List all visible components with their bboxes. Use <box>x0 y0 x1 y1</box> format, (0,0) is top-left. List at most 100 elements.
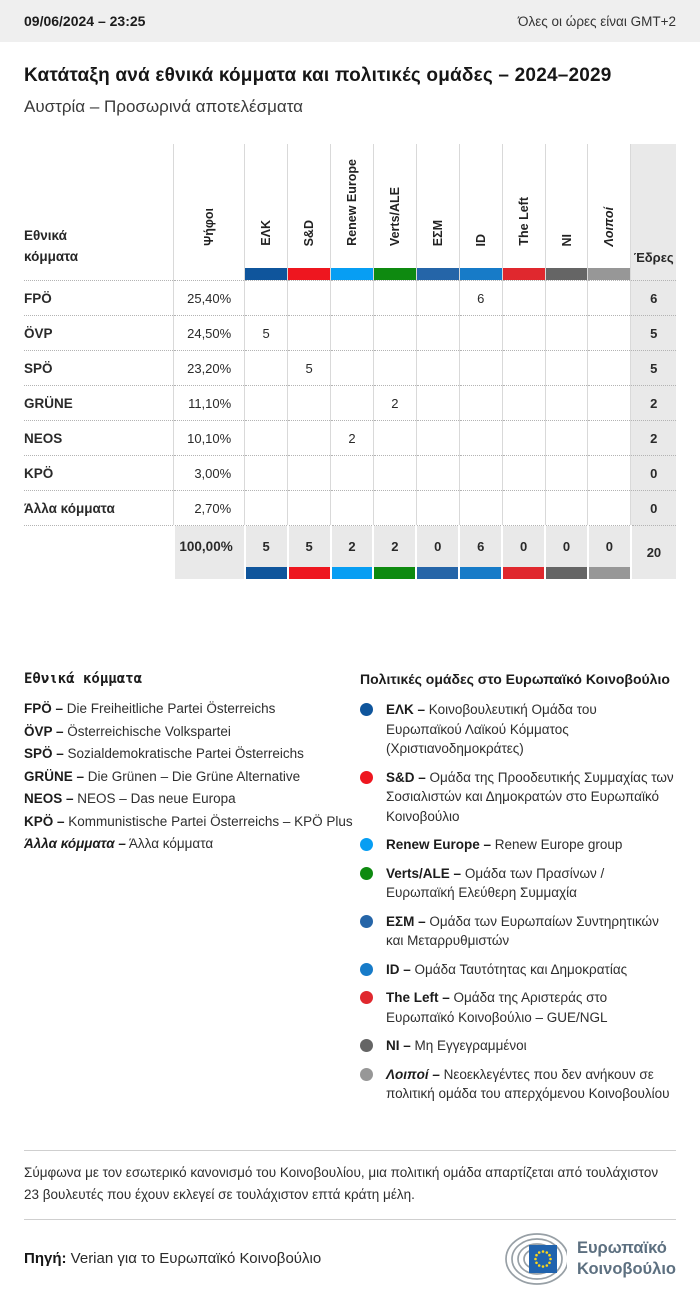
seats-column-header: Έδρες <box>630 144 676 281</box>
group-seats-cell <box>415 385 460 421</box>
row-header-national-parties: Εθνικά κόμματα <box>24 144 174 281</box>
group-color-bar <box>245 567 287 579</box>
total-seats-cell: 0 <box>630 455 676 491</box>
total-seats-cell: 2 <box>630 385 676 421</box>
group-column-header-renew: Renew Europe <box>330 144 374 281</box>
group-seats-cell <box>287 385 331 421</box>
group-seats-cell <box>587 280 631 316</box>
legend-item: GRÜNE – Die Grünen – Die Grüne Alternati… <box>24 768 301 784</box>
group-seats-cell: 5 <box>287 350 331 386</box>
group-column-header-sd: S&D <box>287 144 331 281</box>
group-seats-cell <box>587 350 631 386</box>
group-column-header-epp: ΕΛΚ <box>244 144 288 281</box>
table-row: SPÖ 23,20% 5 5 <box>24 350 676 386</box>
total-group-cell: 0 <box>501 525 546 579</box>
group-seats-cell: 2 <box>372 385 417 421</box>
topbar-datetime: 09/06/2024 – 23:25 <box>24 13 146 29</box>
group-color-bar <box>503 567 545 579</box>
votes-cell: 2,70% <box>173 490 245 526</box>
total-seats-cell: 5 <box>630 315 676 351</box>
group-color-dot <box>360 703 373 716</box>
group-seats-cell <box>287 315 331 351</box>
total-group-cell: 5 <box>243 525 288 579</box>
legend-item: ΕΛΚ – Κοινοβουλευτική Ομάδα του Ευρωπαϊκ… <box>360 700 676 759</box>
group-seats-cell <box>544 350 588 386</box>
total-seats-cell: 2 <box>630 420 676 456</box>
results-table: Εθνικά κόμματα Ψήφοι ΕΛΚ S&D Renew Europ… <box>24 144 676 579</box>
group-seats-cell <box>544 385 588 421</box>
row-header-line2: κόμματα <box>24 249 79 264</box>
group-seats-cell <box>330 280 374 316</box>
group-seats-cell <box>458 455 503 491</box>
table-total-row: 100,00% 5 5 2 2 0 6 <box>24 525 676 580</box>
group-color-bar <box>460 567 502 579</box>
table-row: GRÜNE 11,10% 2 2 <box>24 385 676 421</box>
topbar: 09/06/2024 – 23:25 Όλες οι ώρες είναι GM… <box>0 0 700 42</box>
party-name-cell: GRÜNE <box>24 395 73 411</box>
group-color-dot <box>360 991 373 1004</box>
source-label: Πηγή: <box>24 1250 67 1267</box>
source-row: Πηγή: Verian για το Ευρωπαϊκό Κοινοβούλι… <box>24 1230 676 1302</box>
group-seats-cell: 6 <box>458 280 503 316</box>
legend-item: SPÖ – Sozialdemokratische Partei Österre… <box>24 746 304 761</box>
table-row: KPÖ 3,00% 0 <box>24 455 676 491</box>
grand-total-seats-cell: 20 <box>629 525 676 579</box>
party-name-cell: NEOS <box>24 430 63 446</box>
group-color-bar <box>459 268 502 280</box>
group-seats-cell <box>544 490 588 526</box>
group-column-header-ecr: ΕΣΜ <box>415 144 460 281</box>
group-seats-cell <box>330 315 374 351</box>
legend-item: ÖVP – Österreichische Volkspartei <box>24 723 231 739</box>
group-color-bar <box>374 567 416 579</box>
group-color-bar <box>331 567 373 579</box>
legends-section: Εθνικά κόμματα FPÖ – Die Freiheitliche P… <box>24 671 676 1113</box>
group-seats-cell <box>587 385 631 421</box>
group-color-bar <box>331 268 373 280</box>
group-color-bar <box>545 268 588 280</box>
group-seats-cell <box>458 385 503 421</box>
group-seats-cell <box>587 455 631 491</box>
main-content: Κατάταξη ανά εθνικά κόμματα και πολιτικέ… <box>0 65 700 1302</box>
table-row: NEOS 10,10% 2 2 <box>24 420 676 456</box>
group-seats-cell <box>587 420 631 456</box>
party-name-cell: SPÖ <box>24 360 53 376</box>
group-seats-cell <box>244 385 288 421</box>
party-name-cell: Άλλα κόμματα <box>24 500 115 516</box>
legend-item: Verts/ALE – Ομάδα των Πρασίνων / Ευρωπαϊ… <box>360 864 676 903</box>
party-name-cell: ÖVP <box>24 325 53 341</box>
group-seats-cell <box>372 315 417 351</box>
european-parliament-logo: Ευρωπαϊκό Κοινοβούλιο <box>503 1230 676 1288</box>
total-group-cell: 2 <box>372 525 417 579</box>
group-seats-cell <box>501 490 546 526</box>
national-parties-legend: Εθνικά κόμματα FPÖ – Die Freiheitliche P… <box>24 671 360 1113</box>
group-color-bar <box>288 567 330 579</box>
footnote-section: Σύμφωνα με τον εσωτερικό κανονισμό του Κ… <box>24 1149 676 1220</box>
group-seats-cell <box>415 420 460 456</box>
group-column-header-greens: Verts/ALE <box>372 144 417 281</box>
total-group-cell: 0 <box>586 525 631 579</box>
group-seats-cell <box>372 350 417 386</box>
party-name-cell: KPÖ <box>24 465 54 481</box>
group-seats-cell <box>501 315 546 351</box>
group-seats-cell <box>458 490 503 526</box>
group-seats-cell <box>287 420 331 456</box>
total-group-cell: 6 <box>458 525 503 579</box>
group-color-dot <box>360 962 373 976</box>
legend-item: NEOS – NEOS – Das neue Europa <box>24 791 236 806</box>
legend-item: The Left – Ομάδα της Αριστεράς στο Ευρωπ… <box>360 988 676 1027</box>
group-seats-cell <box>287 280 331 316</box>
group-seats-cell <box>587 490 631 526</box>
group-seats-cell <box>501 455 546 491</box>
legend-item: Renew Europe – Renew Europe group <box>360 835 676 855</box>
table-row: FPÖ 25,40% 6 6 <box>24 280 676 316</box>
group-seats-cell <box>330 455 374 491</box>
group-seats-cell <box>458 420 503 456</box>
page-title: Κατάταξη ανά εθνικά κόμματα και πολιτικέ… <box>24 65 612 86</box>
row-header-line1: Εθνικά <box>24 228 67 243</box>
total-seats-cell: 5 <box>630 350 676 386</box>
legend-item: ID – Ομάδα Ταυτότητας και Δημοκρατίας <box>360 960 676 980</box>
total-row-empty-cell <box>24 526 174 580</box>
group-color-bar <box>416 268 459 280</box>
group-seats-cell <box>501 385 546 421</box>
group-color-dot <box>360 1039 373 1052</box>
